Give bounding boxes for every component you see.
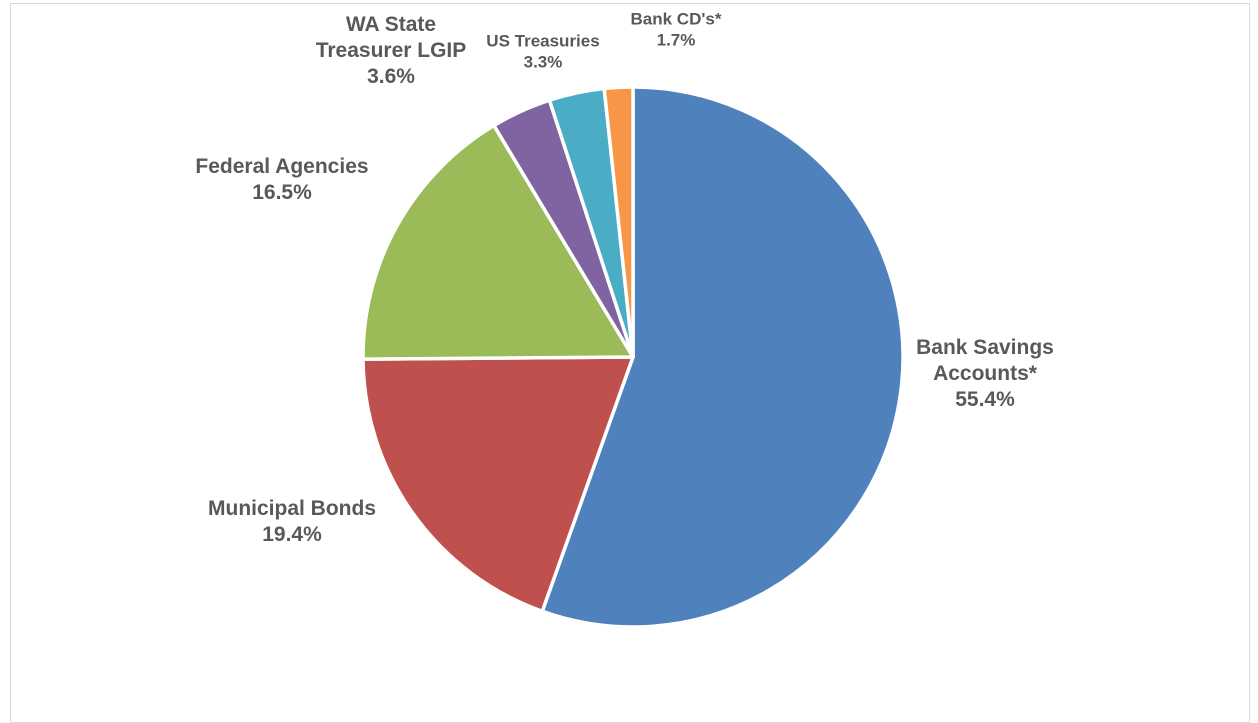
slice-label-6: Bank CD's* 1.7% <box>631 10 722 50</box>
slice-label-3: Federal Agencies 16.5% <box>195 155 368 204</box>
slice-value-label: 3.6% <box>367 65 415 88</box>
slice-value-label: 19.4% <box>262 523 322 546</box>
slice-category-label: Federal Agencies <box>195 155 368 178</box>
slice-category-label: WA State <box>346 13 436 36</box>
slice-value-label: 3.3% <box>524 53 563 72</box>
slice-value-label: 16.5% <box>252 181 312 204</box>
slice-category-label: Accounts* <box>933 362 1038 385</box>
slice-label-4: WA State Treasurer LGIP 3.6% <box>316 13 467 88</box>
pie-chart: Bank Savings Accounts* 55.4% Municipal Bond… <box>195 10 1054 629</box>
slice-category-label: Municipal Bonds <box>208 497 376 520</box>
slice-value-label: 55.4% <box>955 388 1015 411</box>
slice-value-label: 1.7% <box>657 31 696 50</box>
pie-slice-1 <box>540 85 905 629</box>
slice-label-1: Bank Savings Accounts* 55.4% <box>916 336 1054 411</box>
pie-slice-3 <box>361 123 635 361</box>
slice-category-label: Bank Savings <box>916 336 1054 359</box>
slice-label-2: Municipal Bonds 19.4% <box>208 497 376 546</box>
pie-slice-6 <box>602 85 635 359</box>
slice-category-label: Bank CD's* <box>631 10 722 29</box>
slice-label-5: US Treasuries 3.3% <box>486 32 599 72</box>
pie-slice-2 <box>361 355 635 614</box>
slice-category-label: Treasurer LGIP <box>316 39 467 62</box>
slice-category-label: US Treasuries <box>486 32 599 51</box>
